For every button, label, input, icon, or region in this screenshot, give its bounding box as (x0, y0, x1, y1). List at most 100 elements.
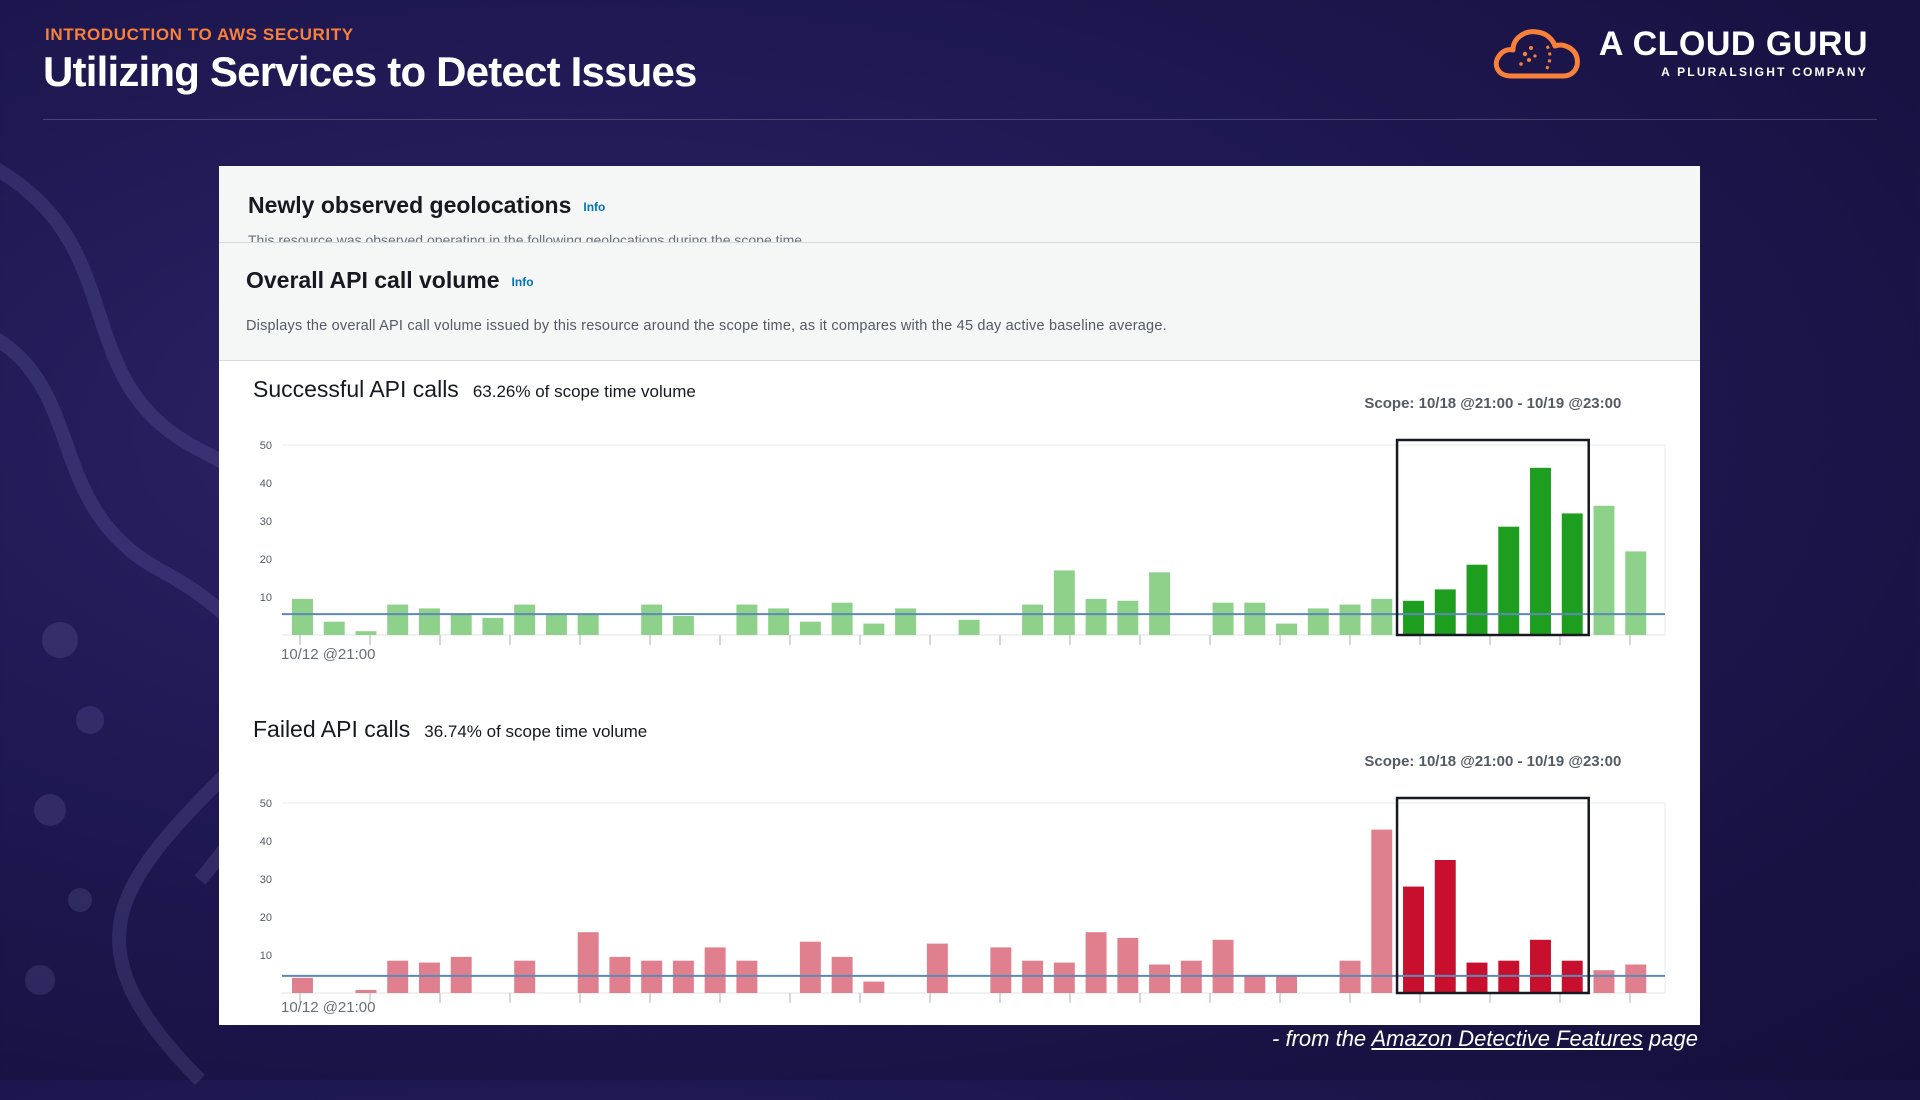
bar (1276, 623, 1298, 635)
scope-label: Scope: 10/18 @21:00 - 10/19 @23:00 (1364, 395, 1621, 412)
slide-title: Utilizing Services to Detect Issues (43, 48, 697, 95)
y-tick-label: 30 (260, 516, 272, 528)
bar (1085, 598, 1107, 635)
bar (990, 947, 1012, 993)
api-volume-info-link[interactable]: Info (511, 274, 534, 289)
y-tick-label: 20 (260, 554, 272, 566)
bar (1530, 467, 1551, 635)
api-volume-description: Displays the overall API call volume iss… (246, 318, 1167, 334)
bar (1212, 939, 1234, 993)
geolocations-heading: Newly observed geolocations Info (248, 192, 605, 219)
api-volume-section: Overall API call volume Info Displays the… (219, 243, 1700, 361)
bar (1593, 970, 1615, 993)
bar (1371, 829, 1393, 993)
bar (831, 602, 853, 635)
bar (926, 943, 948, 993)
bar (450, 614, 472, 635)
scope-label: Scope: 10/18 @21:00 - 10/19 @23:00 (1364, 753, 1621, 770)
logo-name: A CLOUD GURU (1598, 25, 1868, 63)
chart-plot: 10 20 30 40 50 Scope: 10/18 @21:00 - 10/19 @2… (260, 395, 1666, 663)
cloud-logo-icon (1493, 29, 1580, 79)
bar (387, 604, 409, 635)
y-tick-label: 40 (260, 836, 272, 848)
logo-tagline: A PLURALSIGHT COMPANY (1661, 65, 1868, 79)
bar (1212, 602, 1234, 635)
source-caption: - from the Amazon Detective Features pag… (1272, 1026, 1698, 1052)
bar (1434, 589, 1456, 635)
header-divider (43, 119, 1877, 120)
bar (1339, 604, 1361, 635)
bar (1561, 513, 1583, 635)
bar (1403, 600, 1424, 635)
bar (418, 962, 440, 993)
slide-kicker: INTRODUCTION TO AWS SECURITY (45, 25, 354, 44)
bar (1244, 602, 1266, 635)
bar (799, 621, 821, 635)
api-volume-heading: Overall API call volume Info (246, 267, 534, 294)
bar (1498, 526, 1520, 635)
bar (1022, 604, 1044, 635)
bar (577, 932, 599, 993)
y-tick-label: 10 (260, 950, 272, 962)
bar (355, 631, 377, 635)
bar (1085, 932, 1107, 993)
x-start-label: 10/12 @21:00 (281, 646, 375, 663)
y-tick-label: 30 (260, 874, 272, 886)
bar (641, 604, 663, 635)
y-tick-label: 50 (260, 440, 272, 452)
bar (958, 619, 980, 635)
scope-window-box (1395, 796, 1590, 995)
bar (1466, 962, 1488, 993)
bar (323, 621, 345, 635)
chart-plot: 10 20 30 40 50 Scope: 10/18 @21:00 - 10/19 @2… (260, 753, 1666, 1016)
scope-window-box (1395, 438, 1590, 637)
bar (1053, 570, 1075, 635)
bar (704, 947, 726, 993)
bar (1593, 505, 1615, 635)
api-volume-title: Overall API call volume (246, 267, 500, 293)
bar (1625, 551, 1647, 635)
bar (1149, 572, 1171, 635)
bar (736, 604, 758, 635)
y-tick-label: 40 (260, 478, 272, 490)
bar (672, 616, 694, 635)
geolocations-info-link[interactable]: Info (583, 199, 606, 214)
bar (482, 617, 504, 635)
bar (1403, 886, 1424, 993)
failed-api-calls-chart: Failed API calls 36.74% of scope time vo… (219, 706, 1700, 1025)
successful-api-calls-chart: Successful API calls 63.26% of scope tim… (219, 376, 1700, 706)
amazon-detective-features-link[interactable]: Amazon Detective Features (1371, 1026, 1643, 1051)
bar (1434, 860, 1456, 993)
y-tick-label: 10 (260, 592, 272, 604)
bar (1530, 939, 1551, 993)
bar (1276, 975, 1298, 993)
geolocations-title: Newly observed geolocations (248, 192, 572, 218)
bar (1371, 598, 1393, 635)
x-start-label: 10/12 @21:00 (281, 999, 375, 1016)
bar (799, 941, 821, 993)
bar (545, 614, 567, 635)
bar (355, 989, 377, 993)
chart-title: Successful API calls (253, 376, 459, 402)
bar (1053, 962, 1075, 993)
y-tick-label: 50 (260, 798, 272, 810)
bar (292, 598, 313, 635)
detective-screenshot-panel: Newly observed geolocations Info This res… (219, 166, 1700, 1025)
bar (514, 604, 536, 635)
brand-logo: A CLOUD GURU A PLURALSIGHT COMPANY (1491, 24, 1868, 82)
bar (1466, 564, 1488, 635)
bar (1307, 608, 1329, 635)
bar (418, 608, 440, 635)
bar (1625, 964, 1647, 993)
chart-title: Failed API calls (253, 716, 411, 742)
caption-prefix: - from the (1272, 1026, 1372, 1051)
bar (768, 608, 790, 635)
bar (863, 981, 885, 993)
bar (863, 623, 885, 635)
bar (1244, 975, 1266, 993)
bar (577, 614, 599, 635)
bar (1117, 937, 1139, 993)
chart-subtitle: 63.26% of scope time volume (472, 382, 696, 401)
geolocations-section: Newly observed geolocations Info This res… (219, 166, 1700, 243)
bar (1149, 964, 1171, 993)
